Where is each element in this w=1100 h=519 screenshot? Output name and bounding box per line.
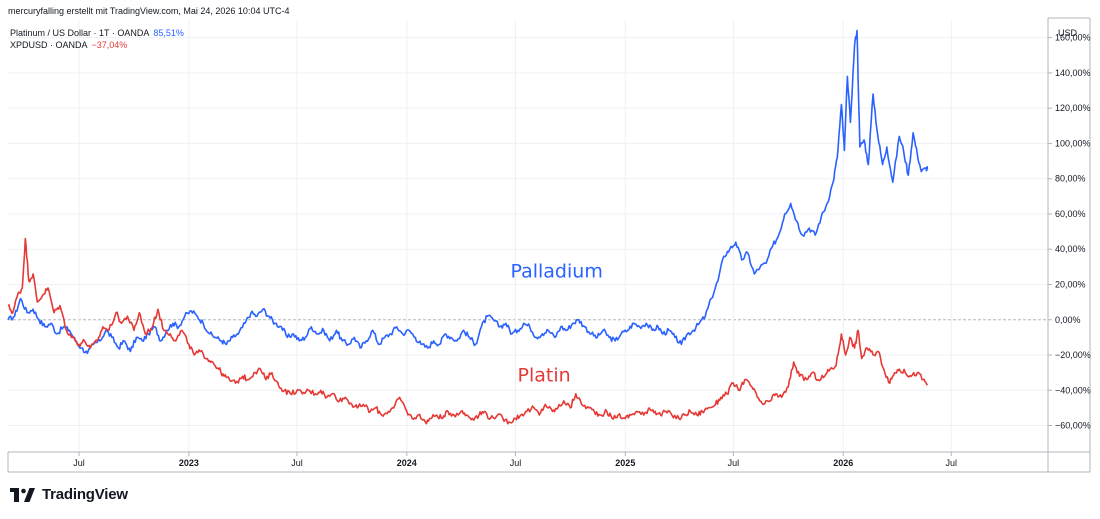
y-tick-label: −40,00% xyxy=(1055,385,1091,395)
chart-header: mercuryfalling erstellt mit TradingView.… xyxy=(8,6,290,16)
annotation-platin: Platin xyxy=(518,364,571,386)
annotation-palladium: Palladium xyxy=(510,260,602,282)
y-tick-label: 140,00% xyxy=(1055,68,1091,78)
x-tick-label: 2023 xyxy=(179,458,199,468)
x-tick-label: Jul xyxy=(510,458,522,468)
legend-label: Platinum / US Dollar · 1T · OANDA xyxy=(10,28,149,38)
y-tick-label: 100,00% xyxy=(1055,138,1091,148)
tradingview-logo-icon xyxy=(10,487,35,502)
legend-value: 85,51% xyxy=(153,28,184,38)
y-tick-label: −60,00% xyxy=(1055,421,1091,431)
legend-entry-platinum[interactable]: Platinum / US Dollar · 1T · OANDA 85,51% xyxy=(10,28,184,38)
legend-value: −37,04% xyxy=(91,40,128,50)
series-line-blue xyxy=(7,29,929,355)
x-tick-label: Jul xyxy=(291,458,303,468)
grid xyxy=(8,20,1048,452)
x-tick-label: Jul xyxy=(946,458,958,468)
x-tick-label: 2025 xyxy=(615,458,635,468)
x-tick-label: 2026 xyxy=(833,458,853,468)
x-tick-label: 2024 xyxy=(397,458,417,468)
annotations: Palladium Platin xyxy=(510,260,602,386)
x-tick-label: Jul xyxy=(728,458,740,468)
y-tick-label: 160,00% xyxy=(1055,33,1091,43)
legend-label: XPDUSD · OANDA xyxy=(10,40,88,50)
y-axis-unit: USD xyxy=(1058,28,1078,38)
series-layer xyxy=(7,29,929,425)
y-tick-label: 120,00% xyxy=(1055,103,1091,113)
chart-frame xyxy=(7,17,1091,473)
y-tick-label: 40,00% xyxy=(1055,244,1086,254)
tradingview-brand[interactable]: TradingView xyxy=(10,486,128,503)
y-axis[interactable]: USD −60,00% −40,00% −20,00% 0,00% 20,00% 40,00… xyxy=(1048,28,1091,431)
brand-name: TradingView xyxy=(42,486,128,503)
y-tick-label: −20,00% xyxy=(1055,350,1091,360)
x-tick-label: Jul xyxy=(73,458,85,468)
series-line-red xyxy=(7,237,929,425)
y-tick-label: 20,00% xyxy=(1055,279,1086,289)
y-tick-label: 60,00% xyxy=(1055,209,1086,219)
legend-entry-palladium[interactable]: XPDUSD · OANDA −37,04% xyxy=(10,40,127,50)
y-tick-label: 80,00% xyxy=(1055,174,1086,184)
x-axis[interactable]: Jul 2023 Jul 2024 Jul 2025 Jul 2026 Jul xyxy=(73,452,957,468)
y-tick-label: 0,00% xyxy=(1055,315,1081,325)
